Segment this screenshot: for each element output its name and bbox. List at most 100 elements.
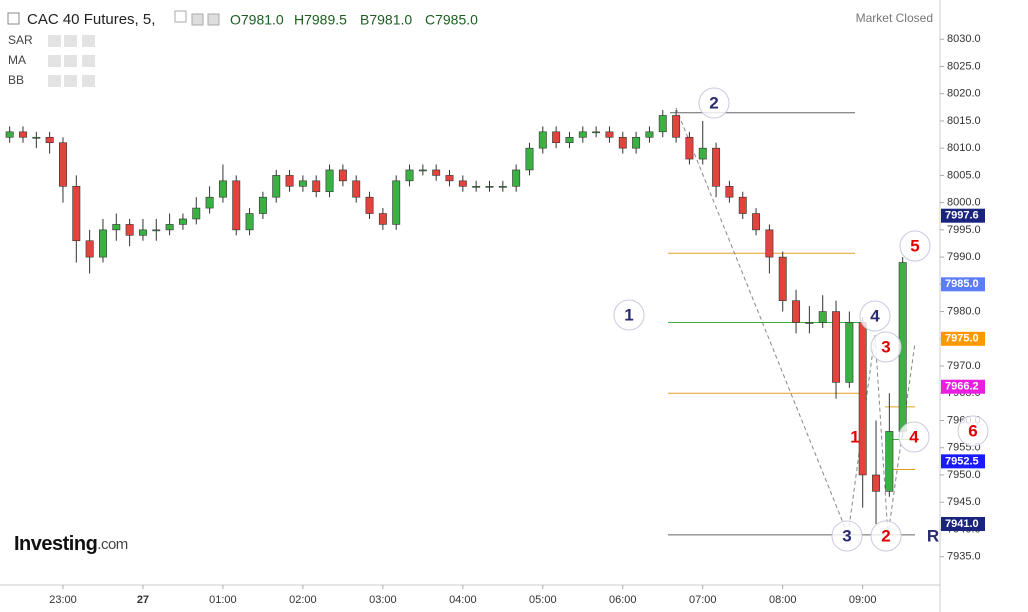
candle-body: [432, 169, 441, 176]
candle-body: [378, 213, 387, 225]
candle-body: [325, 169, 334, 193]
candle-body: [512, 169, 521, 187]
candle-body: [392, 180, 401, 225]
candle-body: [45, 136, 54, 144]
candle-body: [405, 169, 414, 182]
price-tag-label: 7966.2: [945, 381, 979, 393]
candle-body: [5, 131, 14, 138]
y-tick-label: 8020.0: [947, 88, 981, 100]
candle-body: [818, 311, 827, 323]
candle-body: [272, 175, 281, 198]
candle-body: [458, 180, 467, 187]
candle-body: [832, 311, 841, 383]
indicator-icon[interactable]: [64, 75, 77, 87]
y-tick-label: 7945.0: [947, 496, 981, 508]
candle-body: [365, 196, 374, 214]
indicator-label[interactable]: BB: [8, 73, 24, 87]
candle-body: [578, 131, 587, 138]
annotation-circle: [957, 415, 989, 447]
indicator-icon[interactable]: [82, 75, 95, 87]
x-tick-label: 07:00: [689, 594, 717, 606]
candle-body: [125, 224, 134, 236]
annotation: 1: [850, 427, 859, 446]
candle-body: [872, 474, 880, 492]
candle-body: [498, 185, 507, 188]
toolbar-icon[interactable]: [207, 13, 220, 26]
annotation-circle: [698, 87, 730, 119]
market-status: Market Closed: [856, 11, 933, 25]
candle-body: [338, 169, 347, 182]
annotation-circle: [898, 421, 930, 453]
ohlc-open: O7981.0: [230, 12, 284, 28]
y-tick-label: 8015.0: [947, 115, 981, 127]
candle-body: [178, 218, 187, 225]
toolbar-icon[interactable]: [191, 13, 204, 26]
price-tag-label: 7941.0: [945, 518, 979, 530]
indicator-icon[interactable]: [82, 55, 95, 67]
price-tag-label: 7997.6: [945, 210, 979, 222]
annotation: 4: [870, 306, 880, 325]
indicator-icon[interactable]: [48, 55, 61, 67]
candle-body: [19, 131, 27, 138]
toolbar-icon[interactable]: [174, 10, 187, 23]
candle-body: [698, 147, 707, 160]
candle-body: [285, 175, 294, 187]
indicator-icon[interactable]: [64, 35, 77, 47]
x-tick-label: 05:00: [529, 594, 557, 606]
y-tick-label: 8010.0: [947, 142, 981, 154]
candle-body: [618, 136, 627, 149]
annotation: 3: [842, 526, 851, 545]
annotation: 3: [881, 337, 890, 356]
chart-title: CAC 40 Futures, 5,: [27, 11, 155, 28]
candle-body: [32, 136, 41, 139]
annotation-circle: [870, 520, 902, 552]
indicator-icon[interactable]: [48, 75, 61, 87]
annotation: 4: [909, 427, 919, 446]
candle-body: [525, 147, 534, 171]
x-tick-label: 08:00: [769, 594, 797, 606]
price-tag: [941, 379, 985, 394]
candle-body: [232, 180, 241, 231]
candle-body: [712, 147, 721, 187]
candle-body: [258, 196, 267, 214]
annotation: R: [927, 526, 939, 545]
candle-body: [298, 180, 307, 187]
price-tag-label: 7985.0: [945, 278, 979, 290]
annotation-circle: [613, 299, 645, 331]
candle-body: [685, 136, 694, 160]
indicator-icon[interactable]: [82, 35, 95, 47]
candle-body: [792, 300, 801, 323]
candle-body: [738, 196, 747, 214]
annotation: 1: [624, 305, 633, 324]
price-tag: [941, 277, 985, 292]
collapse-icon[interactable]: [7, 12, 20, 25]
y-tick-label: 8025.0: [947, 60, 981, 72]
indicator-label[interactable]: MA: [8, 53, 26, 67]
candle-body: [752, 213, 761, 231]
y-tick-label: 8000.0: [947, 197, 981, 209]
candle-body: [59, 142, 67, 187]
candle-body: [765, 229, 774, 258]
candle-body: [352, 180, 361, 198]
indicator-icon[interactable]: [64, 55, 77, 67]
candle-body: [205, 196, 214, 209]
candle-body: [658, 115, 667, 133]
candle-body: [245, 213, 254, 231]
y-tick-label: 7935.0: [947, 551, 981, 563]
candle-body: [165, 224, 174, 231]
y-tick-label: 8005.0: [947, 169, 981, 181]
candle-body: [538, 131, 547, 149]
annotation-circle: [899, 230, 931, 262]
annotation: 6: [968, 421, 977, 440]
annotation: 5: [910, 236, 919, 255]
x-tick-label: 02:00: [289, 594, 317, 606]
x-tick-label: 23:00: [49, 594, 77, 606]
indicator-icon[interactable]: [48, 35, 61, 47]
candle-body: [485, 185, 494, 188]
ohlc-close: C7985.0: [425, 12, 478, 28]
candle-body: [592, 131, 601, 134]
candle-body: [445, 175, 454, 182]
indicator-label[interactable]: SAR: [8, 33, 33, 47]
